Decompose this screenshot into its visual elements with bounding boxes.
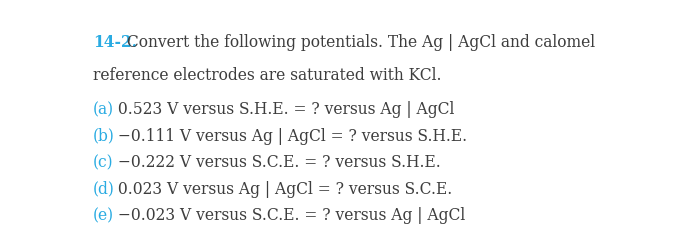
- Text: −0.111 V versus Ag | AgCl = ? versus S.H.E.: −0.111 V versus Ag | AgCl = ? versus S.H…: [113, 127, 467, 144]
- Text: (c): (c): [93, 154, 113, 170]
- Text: 0.523 V versus S.H.E. = ? versus Ag | AgCl: 0.523 V versus S.H.E. = ? versus Ag | Ag…: [113, 101, 454, 117]
- Text: (a): (a): [93, 101, 114, 117]
- Text: 14-2.: 14-2.: [93, 34, 137, 51]
- Text: (d): (d): [93, 180, 115, 197]
- Text: reference electrodes are saturated with KCl.: reference electrodes are saturated with …: [93, 67, 441, 84]
- Text: Convert the following potentials. The Ag | AgCl and calomel: Convert the following potentials. The Ag…: [122, 34, 595, 51]
- Text: −0.222 V versus S.C.E. = ? versus S.H.E.: −0.222 V versus S.C.E. = ? versus S.H.E.: [113, 154, 441, 170]
- Text: (e): (e): [93, 207, 114, 223]
- Text: −0.023 V versus S.C.E. = ? versus Ag | AgCl: −0.023 V versus S.C.E. = ? versus Ag | A…: [113, 207, 465, 223]
- Text: 0.023 V versus Ag | AgCl = ? versus S.C.E.: 0.023 V versus Ag | AgCl = ? versus S.C.…: [113, 180, 452, 197]
- Text: (b): (b): [93, 127, 115, 144]
